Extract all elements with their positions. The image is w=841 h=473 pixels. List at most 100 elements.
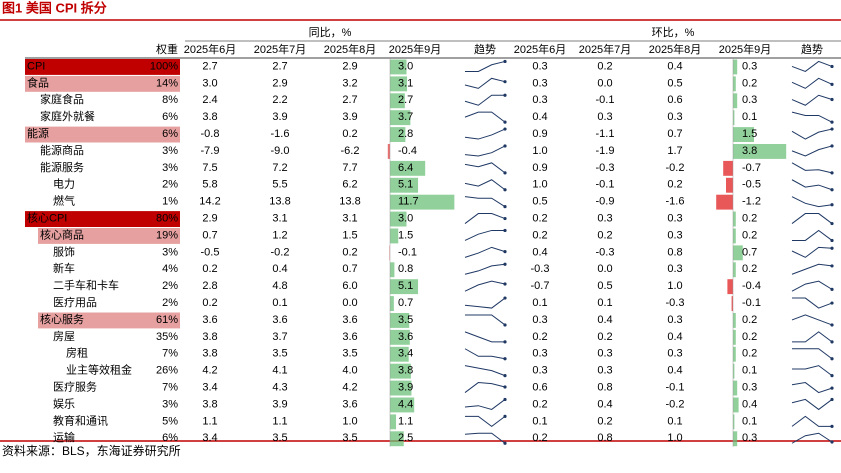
mom-value: 0.2 xyxy=(597,415,612,427)
mom-sep-value: 3.8 xyxy=(742,145,757,157)
yoy-value: 3.8 xyxy=(202,398,217,410)
mom-value: -0.9 xyxy=(596,196,615,208)
sparkline-end xyxy=(830,238,834,243)
mom-value: 1.0 xyxy=(532,179,547,191)
sparkline-end xyxy=(830,340,834,344)
yoy-value: 5.8 xyxy=(202,179,217,191)
yoy-databar xyxy=(387,144,390,159)
mom-sep-value: 0.1 xyxy=(742,415,757,427)
mom-value: 0.1 xyxy=(667,415,682,427)
yoy-databar xyxy=(389,245,390,261)
mom-databar xyxy=(733,346,736,362)
sparkline-end xyxy=(503,397,507,402)
mom-sep-value: 0.3 xyxy=(742,60,757,72)
sparkline-end xyxy=(830,82,834,86)
sparkline-end xyxy=(503,188,507,192)
mom-databar xyxy=(731,296,733,311)
yoy-sep-value: 3.0 xyxy=(398,60,413,72)
sparkline xyxy=(465,60,506,72)
yoy-value: 7.5 xyxy=(202,162,217,174)
sparkline xyxy=(791,162,833,174)
yoy-sep-value: 11.7 xyxy=(398,196,419,208)
row-weight: 3% xyxy=(162,246,178,258)
yoy-value: 0.2 xyxy=(202,297,217,309)
mom-value: 0.3 xyxy=(667,229,682,241)
mom-value: -1.6 xyxy=(666,196,685,208)
row-weight: 2% xyxy=(162,297,178,309)
yoy-value: -1.6 xyxy=(271,128,290,140)
mom-value: 0.3 xyxy=(597,111,612,123)
row-name: 娱乐 xyxy=(53,396,75,410)
mom-databar xyxy=(733,431,738,447)
sparkline-end xyxy=(830,440,834,444)
yoy-value: 2.9 xyxy=(202,212,217,224)
sparkline-end xyxy=(503,59,507,64)
mom-value: 0.4 xyxy=(532,246,547,258)
yoy-value: 13.8 xyxy=(269,196,290,208)
mom-value: 1.7 xyxy=(667,145,682,157)
sparkline xyxy=(464,145,506,157)
sparkline xyxy=(791,145,833,157)
row-name: 核心服务 xyxy=(40,312,84,326)
yoy-value: 0.0 xyxy=(342,297,357,309)
yoy-sep-value: 1.5 xyxy=(398,229,413,241)
mom-databar xyxy=(733,363,735,379)
sparkline xyxy=(791,111,833,123)
sparkline xyxy=(464,263,506,275)
mom-databar xyxy=(733,144,787,159)
yoy-sep-value: 3.1 xyxy=(398,77,413,89)
mom-value: 0.8 xyxy=(597,381,612,393)
mom-databar xyxy=(733,110,735,126)
sparkline-end xyxy=(503,205,507,209)
mom-value: 0.2 xyxy=(532,229,547,241)
yoy-sep-value: 6.4 xyxy=(398,162,413,174)
mom-value: 0.3 xyxy=(532,314,547,326)
row-name: 服饰 xyxy=(53,244,75,258)
sparkline-end xyxy=(503,120,507,124)
row-name: 能源服务 xyxy=(40,160,84,174)
yoy-databar xyxy=(390,211,407,227)
yoy-value: 4.2 xyxy=(342,381,357,393)
mom-value: -0.3 xyxy=(666,297,685,309)
yoy-sep-value: 3.7 xyxy=(398,111,413,123)
row-weight: 80% xyxy=(156,212,178,224)
row-weight: 3% xyxy=(162,398,178,410)
figure-title: 图1 美国 CPI 拆分 xyxy=(2,0,107,15)
sparkline xyxy=(464,196,506,208)
mom-value: 0.3 xyxy=(532,348,547,360)
row-weight: 6% xyxy=(162,128,178,140)
sparkline xyxy=(464,432,506,444)
mom-sep-value: 0.2 xyxy=(742,331,757,343)
yoy-sep-value: 3.9 xyxy=(398,381,413,393)
mom-value: 0.4 xyxy=(532,111,547,123)
mom-value: -1.9 xyxy=(596,145,615,157)
sparkline xyxy=(791,263,833,275)
yoy-value: 3.2 xyxy=(342,77,357,89)
sparkline-end xyxy=(830,424,834,428)
mom-databar xyxy=(733,397,739,413)
mom-databar xyxy=(733,93,738,109)
mom-databar xyxy=(733,380,738,396)
sparkline-end xyxy=(503,171,507,175)
row-weight: 19% xyxy=(156,229,178,241)
yoy-sep-value: -0.4 xyxy=(398,145,417,157)
sparkline-end xyxy=(503,296,507,300)
yoy-databar xyxy=(390,76,408,92)
row-highlight xyxy=(38,312,180,329)
yoy-sep-value: 0.7 xyxy=(398,297,413,309)
sparkline xyxy=(791,179,833,191)
row-name: 房屋 xyxy=(53,330,75,343)
mom-value: 0.9 xyxy=(532,162,547,174)
sparkline xyxy=(791,432,833,444)
mom-value: -1.1 xyxy=(596,128,615,140)
mom-value: 0.1 xyxy=(532,297,547,309)
yoy-sep-value: 3.5 xyxy=(398,314,413,326)
yoy-value: -6.2 xyxy=(341,145,360,157)
mom-value: 0.3 xyxy=(532,60,547,72)
row-name: 燃气 xyxy=(53,194,75,208)
yoy-databar xyxy=(390,397,415,413)
yoy-databar xyxy=(390,228,399,244)
sparkline-end xyxy=(830,323,834,327)
sparkline-end xyxy=(830,127,834,131)
mom-value: 0.4 xyxy=(667,331,682,343)
